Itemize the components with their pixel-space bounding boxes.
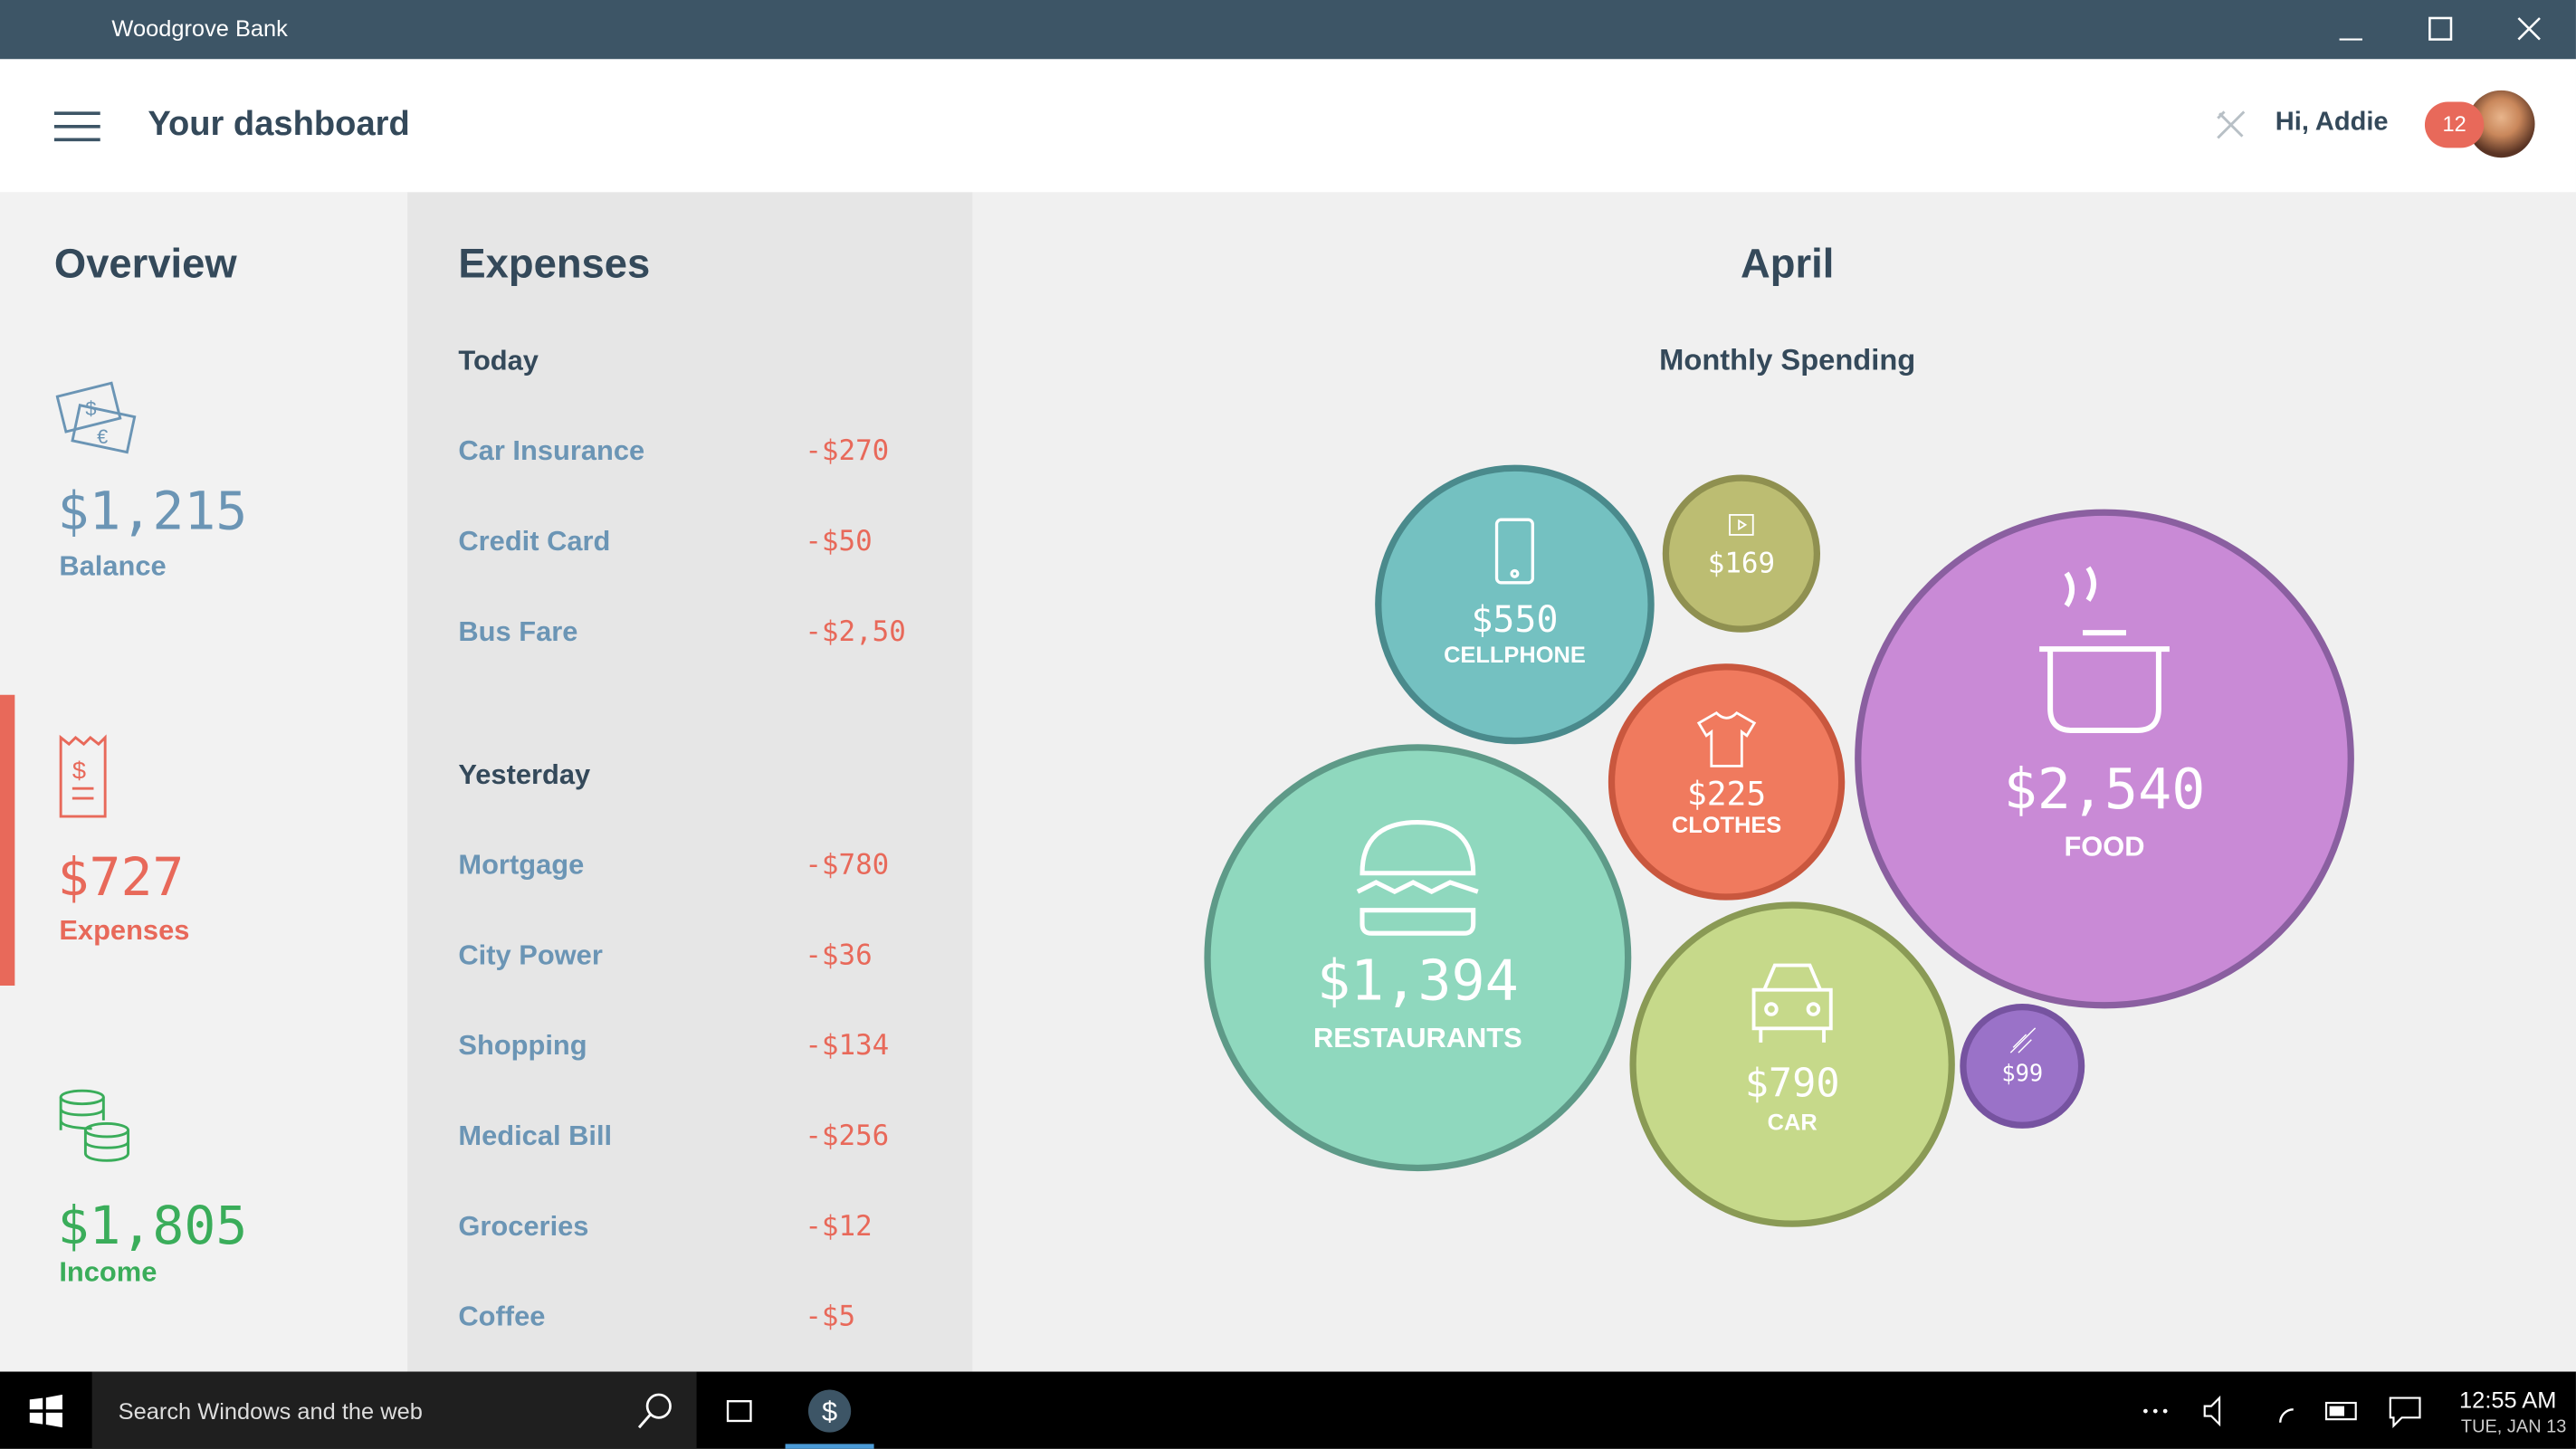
clock-date: TUE, JAN 13 [2460, 1417, 2567, 1438]
overview-panel [0, 192, 408, 1372]
settings-icon[interactable] [2213, 107, 2249, 143]
expenses-icon: $ [59, 734, 107, 818]
bubble [1629, 901, 1955, 1227]
bubble-label: CELLPHONE [1444, 643, 1586, 668]
selected-indicator [0, 694, 15, 986]
overview-label: Income [59, 1256, 157, 1288]
bubble-icon [1494, 518, 1534, 585]
bubble [1662, 474, 1821, 633]
greeting: Hi, Addie [2275, 108, 2389, 137]
bubble-label: CLOTHES [1672, 813, 1781, 838]
overview-amount: $1,805 [57, 1194, 248, 1257]
bubble-icon [1696, 710, 1757, 767]
bubble-icon [1729, 513, 1754, 536]
bubble [1855, 509, 2354, 1009]
expense-name: Groceries [458, 1210, 589, 1243]
expense-group-heading: Today [458, 345, 539, 377]
window-controls[interactable] [2324, 10, 2554, 50]
expenses-title: Expenses [458, 241, 651, 288]
bubble-icon [1751, 963, 1833, 1043]
expenses-panel [407, 192, 973, 1372]
expense-amount: -$2,50 [805, 615, 906, 649]
month-title: April [1741, 241, 1835, 288]
taskbar-icons[interactable]: $ [633, 1389, 961, 1449]
expense-amount: -$50 [805, 525, 873, 559]
page-title: Your dashboard [148, 105, 410, 143]
bubble-icon [2009, 1027, 2037, 1053]
expense-name: Bus Fare [458, 615, 578, 648]
clock-time: 12:55 AM [2459, 1386, 2557, 1413]
menu-button[interactable] [52, 109, 101, 145]
bubble-icon [1356, 819, 1479, 936]
expense-name: Credit Card [458, 525, 611, 558]
expense-group-heading: Yesterday [458, 758, 591, 791]
balance-icon: $€ [55, 381, 137, 454]
svg-text:$: $ [72, 756, 86, 784]
bubble-amount: $2,540 [2004, 757, 2206, 822]
bubble [1204, 744, 1632, 1172]
expense-name: Mortgage [458, 849, 585, 881]
bubble-amount: $550 [1471, 599, 1558, 641]
expense-name: Medical Bill [458, 1120, 613, 1152]
bubble-amount: $225 [1687, 774, 1766, 813]
bubble [1375, 464, 1655, 745]
bubble-amount: $790 [1745, 1061, 1840, 1106]
svg-text:$: $ [85, 397, 96, 420]
overview-label: Balance [59, 550, 167, 582]
svg-text:€: € [97, 425, 108, 448]
bubble [1608, 663, 1846, 901]
bubble-label: CAR [1768, 1110, 1818, 1135]
expense-amount: -$36 [805, 939, 873, 973]
expense-amount: -$12 [805, 1210, 873, 1244]
header [0, 59, 2576, 193]
overview-label: Expenses [59, 914, 190, 947]
chart-title: Monthly Spending [1659, 343, 1916, 377]
expense-name: Car Insurance [458, 434, 645, 467]
expense-name: Shopping [458, 1030, 587, 1062]
overview-title: Overview [53, 241, 237, 288]
bubble [1960, 1003, 2085, 1129]
expense-name: Coffee [458, 1301, 546, 1332]
expense-amount: -$256 [805, 1120, 890, 1154]
bubble-amount: $1,394 [1317, 949, 1519, 1014]
bubble-amount: $169 [1708, 548, 1775, 580]
search-box[interactable] [91, 1371, 697, 1449]
expense-name: City Power [458, 939, 603, 971]
system-tray[interactable] [2136, 1393, 2432, 1433]
bubble-icon [2039, 566, 2170, 733]
overview-amount: $727 [57, 845, 185, 909]
expense-amount: -$270 [805, 434, 890, 469]
expense-amount: -$780 [805, 849, 890, 882]
window-title: Woodgrove Bank [111, 14, 288, 42]
start-button[interactable] [29, 1394, 62, 1428]
svg-text:$: $ [822, 1396, 837, 1427]
search-placeholder: Search Windows and the web [118, 1397, 423, 1425]
expense-amount: -$5 [805, 1301, 856, 1334]
income-icon [59, 1089, 130, 1162]
bubble-label: RESTAURANTS [1313, 1022, 1522, 1053]
bubble-amount: $99 [2001, 1059, 2043, 1086]
title-bar [0, 0, 2576, 60]
bubble-label: FOOD [2064, 830, 2144, 862]
expense-amount: -$134 [805, 1030, 890, 1063]
notification-badge[interactable]: 12 [2424, 101, 2485, 148]
overview-amount: $1,215 [57, 479, 248, 542]
